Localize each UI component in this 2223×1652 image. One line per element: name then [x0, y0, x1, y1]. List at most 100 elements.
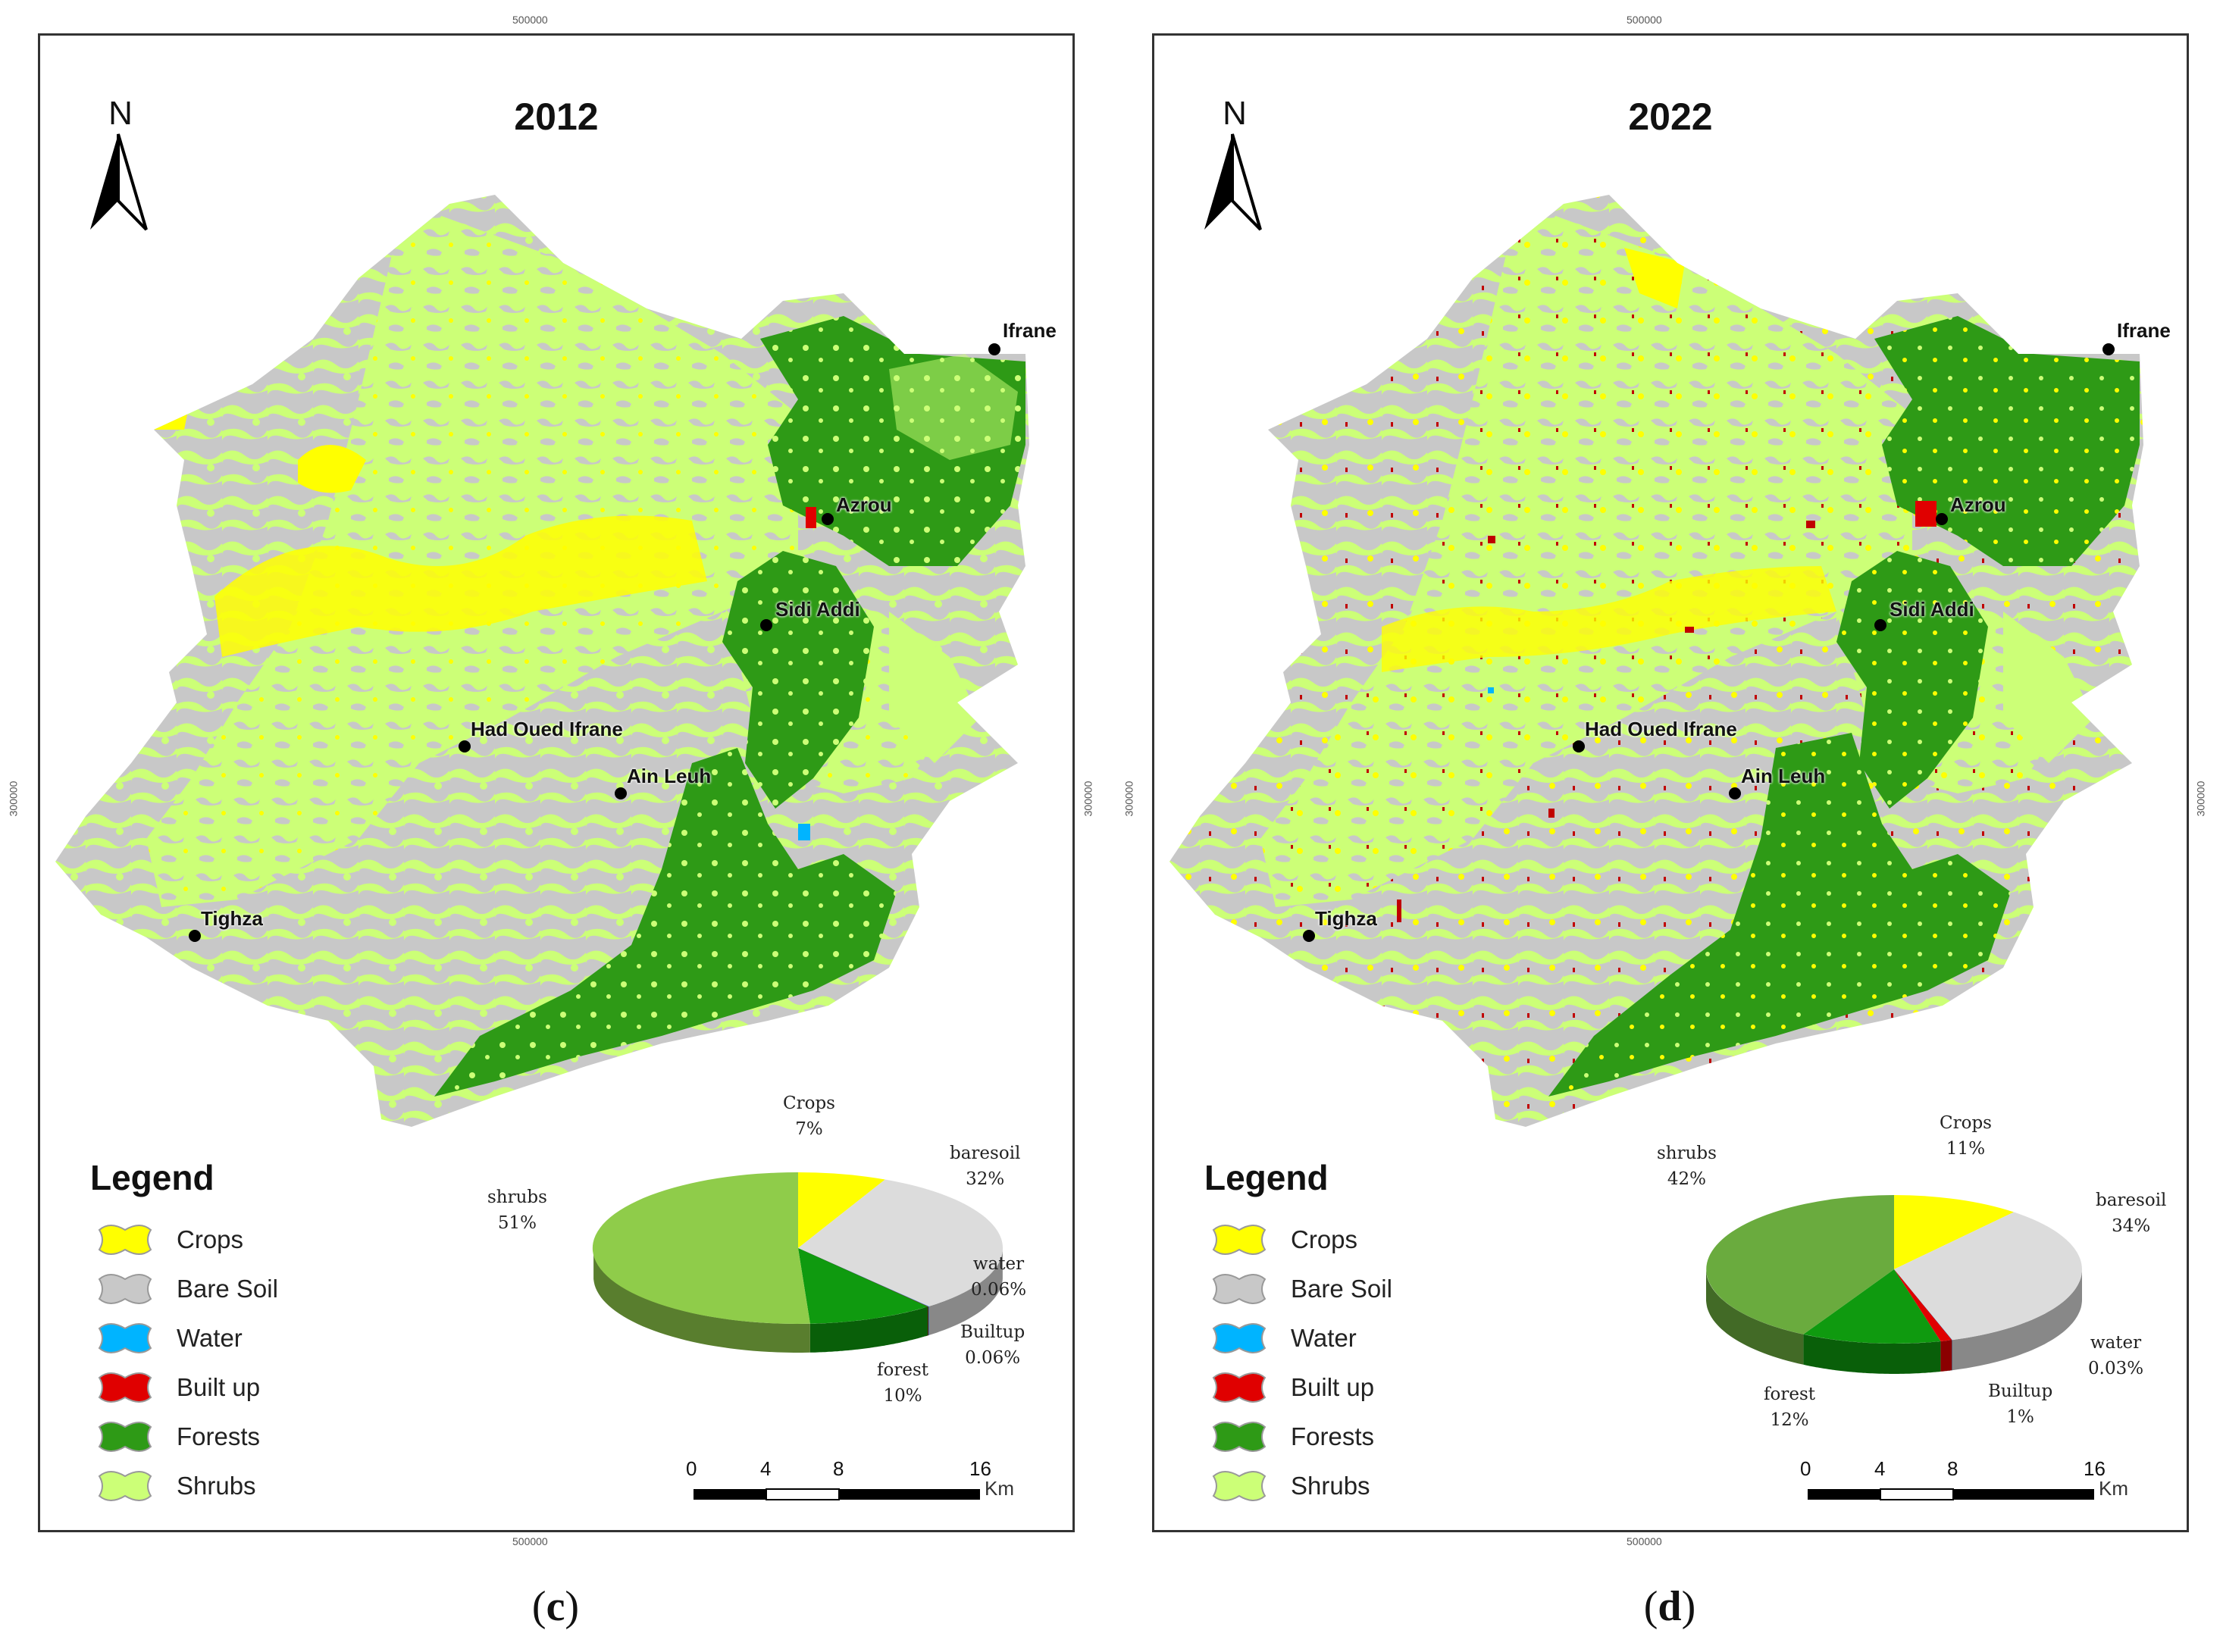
- legend-label: Water: [177, 1324, 243, 1352]
- legend-label: Forests: [177, 1422, 261, 1450]
- pie-label-water: water 0.06%: [971, 1251, 1026, 1303]
- scale-tick-0: 0: [686, 1457, 697, 1480]
- town-label-ain-leuh: Ain Leuh: [627, 765, 712, 787]
- legend-swatch-icon: [1212, 1422, 1266, 1452]
- town-label-azrou: Azrou: [1950, 493, 2006, 516]
- pie-label-value: 32%: [966, 1169, 1005, 1189]
- graticule-right: 300000: [1082, 781, 1094, 817]
- legend-label: Water: [1291, 1324, 1357, 1352]
- pie-label-crops: Crops 11%: [1940, 1110, 1992, 1162]
- legend-swatch-icon: [98, 1471, 152, 1501]
- town-label-azrou: Azrou: [836, 493, 892, 516]
- legend-label: Bare Soil: [1291, 1275, 1392, 1303]
- legend-swatch-icon: [98, 1225, 152, 1255]
- town-label-sidi-addi: Sidi Addi: [1890, 598, 1974, 621]
- pie-label-shrubs: shrubs 51%: [487, 1184, 547, 1236]
- town-label-tighza: Tighza: [1315, 907, 1377, 930]
- pie-label-name: baresoil: [950, 1144, 1021, 1163]
- scale-tick-4: 4: [1874, 1457, 1886, 1480]
- town-dot: [459, 740, 471, 752]
- legend-label: Forests: [1291, 1422, 1375, 1450]
- legend-label: Shrubs: [1291, 1472, 1370, 1500]
- town-label-had-oued-ifrane: Had Oued Ifrane: [471, 718, 623, 740]
- legend-swatch-icon: [1212, 1274, 1266, 1304]
- scale-unit: Km: [985, 1477, 1014, 1500]
- panel-caption-c: (c): [531, 1583, 580, 1630]
- town-dot: [1573, 740, 1585, 752]
- legend-swatch-icon: [98, 1323, 152, 1353]
- legend-label: Bare Soil: [177, 1275, 278, 1303]
- legend-item-crops: Crops: [95, 1221, 243, 1259]
- land-cover-map: [1169, 195, 2143, 1127]
- north-label: N: [1223, 95, 1247, 132]
- town-dot: [1729, 787, 1741, 799]
- legend-swatch-icon: [98, 1372, 152, 1403]
- caption-letter: d: [1658, 1583, 1682, 1630]
- pie-label-water: water 0.03%: [2088, 1330, 2143, 1381]
- legend-item-water: Water: [95, 1319, 243, 1357]
- legend-label: Built up: [177, 1373, 261, 1401]
- legend-item-shrubs: Shrubs: [1209, 1467, 1370, 1505]
- pie-label-value: 1%: [2006, 1407, 2034, 1427]
- pie-label-name: water: [972, 1254, 1025, 1274]
- legend-swatch-icon: [1212, 1225, 1266, 1255]
- panel-caption-d: (d): [1643, 1583, 1696, 1630]
- town-label-ain-leuh: Ain Leuh: [1741, 765, 1826, 787]
- legend-swatch-icon: [1212, 1471, 1266, 1501]
- graticule-bottom: 500000: [512, 1535, 548, 1547]
- legend-swatch-icon: [1212, 1372, 1266, 1403]
- pie-label-value: 34%: [2112, 1216, 2151, 1236]
- north-arrow-icon: [90, 133, 148, 231]
- pie-label-name: shrubs: [487, 1187, 547, 1207]
- pie-label-baresoil: baresoil 34%: [2096, 1187, 2166, 1239]
- pie-label-value: 42%: [1667, 1169, 1707, 1189]
- north-arrow: N: [1198, 95, 1266, 231]
- legend-item-forests: Forests: [1209, 1418, 1374, 1456]
- map-panel-2012: 2012 N Ifrane Azrou Sidi Addi Had Oued I…: [38, 33, 1075, 1532]
- pie-label-value: 0.06%: [965, 1348, 1021, 1368]
- pie-label-crops: Crops 7%: [783, 1090, 835, 1142]
- scale-tick-16: 16: [969, 1457, 991, 1480]
- town-dot: [760, 619, 772, 631]
- scale-bar: [1808, 1488, 2094, 1500]
- pie-label-baresoil: baresoil 32%: [950, 1140, 1020, 1192]
- scale-tick-8: 8: [833, 1457, 844, 1480]
- pie-label-name: Crops: [1940, 1113, 1992, 1133]
- pie-label-value: 0.03%: [2088, 1359, 2144, 1378]
- pie-label-name: Crops: [783, 1094, 835, 1113]
- town-dot: [822, 513, 834, 525]
- legend-item-built-up: Built up: [1209, 1369, 1374, 1406]
- pie-label-shrubs: shrubs 42%: [1657, 1140, 1717, 1192]
- map-panel-2022: 2022 N Ifrane Azrou Sidi Addi Had Oued I…: [1152, 33, 2189, 1532]
- legend-item-built-up: Built up: [95, 1369, 260, 1406]
- town-dot: [189, 930, 201, 942]
- pie-label-value: 51%: [497, 1213, 537, 1233]
- legend-swatch-icon: [98, 1274, 152, 1304]
- graticule-right: 300000: [2194, 781, 2207, 817]
- north-arrow: N: [84, 95, 152, 231]
- legend-title: Legend: [90, 1158, 214, 1197]
- legend-item-water: Water: [1209, 1319, 1357, 1357]
- pie-label-forest: forest 12%: [1764, 1381, 1815, 1433]
- pie-label-builtup: Builtup 1%: [1988, 1378, 2052, 1430]
- graticule-left: 300000: [7, 781, 20, 817]
- caption-letter: c: [546, 1583, 565, 1630]
- pie-label-forest: forest 10%: [877, 1357, 928, 1409]
- pie-label-value: 0.06%: [971, 1280, 1027, 1300]
- town-dot: [988, 343, 1000, 355]
- map-year-title: 2012: [514, 95, 599, 138]
- pie-label-name: forest: [1764, 1384, 1816, 1404]
- legend-item-bare-soil: Bare Soil: [95, 1270, 278, 1308]
- graticule-left: 300000: [1122, 781, 1135, 817]
- legend-item-bare-soil: Bare Soil: [1209, 1270, 1392, 1308]
- town-dot: [615, 787, 627, 799]
- scale-unit: Km: [2099, 1477, 2128, 1500]
- pie-label-name: baresoil: [2096, 1191, 2167, 1210]
- pie-label-value: 12%: [1770, 1410, 1809, 1430]
- graticule-top: 500000: [512, 14, 548, 26]
- pie-label-name: Builtup: [960, 1322, 1025, 1342]
- scale-tick-8: 8: [1947, 1457, 1958, 1480]
- north-label: N: [108, 95, 133, 132]
- pie-label-name: water: [2090, 1333, 2142, 1353]
- legend-label: Built up: [1291, 1373, 1375, 1401]
